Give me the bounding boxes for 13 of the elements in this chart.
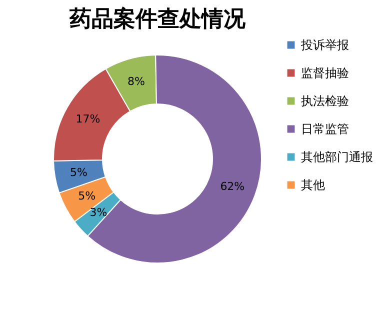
legend-label: 执法检验: [301, 94, 349, 108]
data-label: 62%: [220, 180, 245, 194]
legend-label: 日常监管: [301, 122, 349, 136]
legend-label: 监督抽验: [301, 66, 349, 80]
data-label: 5%: [78, 190, 96, 203]
data-label: 3%: [90, 206, 108, 219]
legend-label: 投诉举报: [300, 38, 349, 52]
legend-label: 其他部门通报: [301, 150, 373, 164]
data-label: 5%: [70, 166, 88, 179]
data-label: 17%: [76, 112, 100, 126]
data-label: 8%: [127, 74, 145, 88]
legend-label: 其他: [301, 178, 325, 192]
chart-title: 药品案件查处情况: [68, 6, 246, 32]
